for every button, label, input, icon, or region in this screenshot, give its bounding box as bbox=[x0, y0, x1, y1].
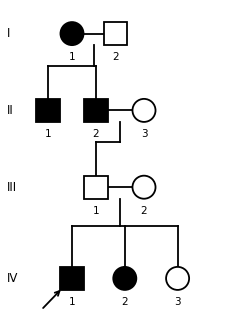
FancyBboxPatch shape bbox=[36, 99, 60, 122]
FancyBboxPatch shape bbox=[84, 99, 108, 122]
Ellipse shape bbox=[132, 99, 156, 122]
Text: 2: 2 bbox=[93, 129, 99, 139]
Text: I: I bbox=[7, 27, 11, 40]
Text: 3: 3 bbox=[141, 129, 147, 139]
Ellipse shape bbox=[132, 176, 156, 199]
Text: IV: IV bbox=[7, 272, 18, 285]
Text: 1: 1 bbox=[93, 206, 99, 216]
Text: 2: 2 bbox=[112, 52, 119, 62]
Text: 3: 3 bbox=[174, 297, 181, 307]
FancyBboxPatch shape bbox=[104, 22, 127, 45]
FancyBboxPatch shape bbox=[60, 267, 84, 290]
FancyBboxPatch shape bbox=[84, 176, 108, 199]
Text: 2: 2 bbox=[141, 206, 147, 216]
Text: 1: 1 bbox=[69, 297, 75, 307]
Text: II: II bbox=[7, 104, 14, 117]
Text: 2: 2 bbox=[121, 297, 128, 307]
Text: 1: 1 bbox=[69, 52, 75, 62]
Text: III: III bbox=[7, 181, 17, 194]
Text: 1: 1 bbox=[45, 129, 51, 139]
Ellipse shape bbox=[60, 22, 84, 45]
Ellipse shape bbox=[113, 267, 136, 290]
Ellipse shape bbox=[166, 267, 189, 290]
